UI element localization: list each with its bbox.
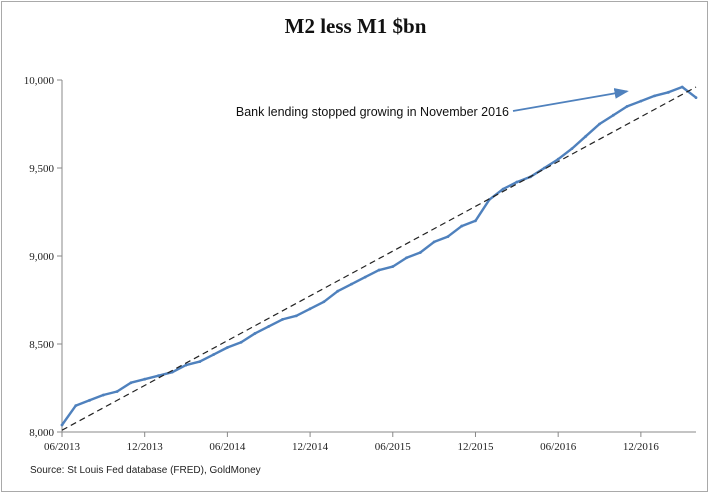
- data-point: [281, 317, 284, 321]
- data-point: [350, 282, 353, 286]
- annotation-label: Bank lending stopped growing in November…: [236, 105, 509, 119]
- data-point: [653, 94, 657, 98]
- data-point: [501, 187, 505, 191]
- data-point: [584, 134, 588, 138]
- x-tick-label: 06/2014: [209, 441, 246, 453]
- data-point: [556, 157, 560, 161]
- y-tick-label: 9,500: [29, 163, 54, 175]
- data-point: [418, 251, 422, 254]
- data-point: [515, 180, 519, 184]
- data-point: [143, 377, 147, 381]
- data-point: [474, 219, 477, 223]
- data-point: [198, 360, 202, 363]
- data-point: [680, 85, 684, 89]
- data-point: [129, 381, 133, 385]
- data-point: [239, 340, 243, 344]
- data-point: [639, 99, 643, 103]
- data-point: [570, 147, 574, 151]
- axes: 8,000 8,500 9,000 9,500 10,000 06/2013 12/2013…: [24, 75, 696, 453]
- annotation-arrow: [512, 88, 629, 112]
- y-tick-label: 8,500: [29, 339, 54, 351]
- data-point: [212, 353, 216, 356]
- data-point: [405, 256, 408, 260]
- data-point: [115, 390, 119, 393]
- data-point: [363, 275, 367, 279]
- data-point: [625, 105, 629, 108]
- x-tick-label: 12/2014: [292, 441, 329, 453]
- annotation-group: Bank lending stopped growing in November…: [236, 88, 629, 119]
- data-point: [542, 166, 546, 170]
- series-line: [61, 85, 697, 426]
- data-point: [88, 398, 91, 402]
- data-point: [308, 307, 312, 311]
- y-tick-label: 10,000: [24, 75, 55, 87]
- data-point: [694, 96, 698, 99]
- data-point: [336, 289, 340, 293]
- series-group: [60, 85, 698, 431]
- x-tick-label: 12/2013: [127, 441, 164, 453]
- data-point: [598, 122, 601, 126]
- y-tick-label: 9,000: [29, 251, 54, 263]
- chart-title: M2 less M1 $bn: [284, 14, 427, 38]
- trend-line: [61, 86, 697, 431]
- data-point: [225, 346, 229, 349]
- data-point: [253, 332, 257, 335]
- data-point: [60, 423, 64, 427]
- x-tick-label: 06/2015: [375, 441, 412, 453]
- data-point: [267, 325, 271, 328]
- data-point: [446, 235, 450, 239]
- x-tick-label: 06/2016: [540, 441, 577, 453]
- data-point: [667, 90, 670, 94]
- x-tick-label: 12/2016: [623, 441, 660, 453]
- data-point: [101, 393, 105, 397]
- data-point: [294, 314, 298, 318]
- source-note: Source: St Louis Fed database (FRED), Go…: [30, 465, 261, 476]
- data-point: [391, 265, 395, 268]
- data-point: [432, 240, 436, 244]
- data-point: [460, 224, 464, 228]
- x-tick-label: 06/2013: [44, 441, 81, 453]
- x-tick-label: 12/2015: [457, 441, 494, 453]
- data-point: [377, 268, 381, 272]
- data-point: [322, 300, 326, 304]
- data-point: [611, 113, 615, 117]
- data-point: [184, 363, 188, 367]
- y-tick-label: 8,000: [29, 427, 54, 439]
- data-point: [74, 404, 78, 407]
- data-point: [157, 374, 160, 378]
